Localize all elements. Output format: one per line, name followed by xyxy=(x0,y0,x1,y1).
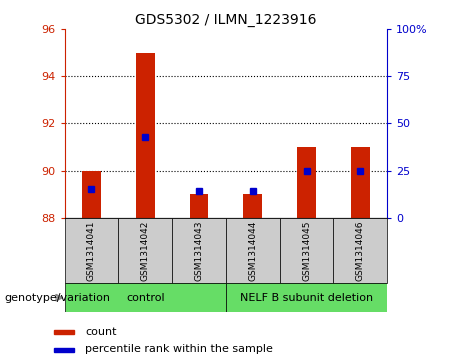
Bar xyxy=(54,330,74,334)
Bar xyxy=(189,194,208,218)
Text: GSM1314042: GSM1314042 xyxy=(141,220,150,281)
Text: count: count xyxy=(85,327,117,337)
Text: percentile rank within the sample: percentile rank within the sample xyxy=(85,344,273,354)
Bar xyxy=(297,147,316,218)
Bar xyxy=(82,171,101,218)
Bar xyxy=(243,194,262,218)
Title: GDS5302 / ILMN_1223916: GDS5302 / ILMN_1223916 xyxy=(135,13,317,26)
Text: GSM1314043: GSM1314043 xyxy=(195,220,203,281)
Text: genotype/variation: genotype/variation xyxy=(5,293,111,303)
FancyBboxPatch shape xyxy=(280,218,333,283)
Text: GSM1314044: GSM1314044 xyxy=(248,220,257,281)
Text: control: control xyxy=(126,293,165,303)
FancyBboxPatch shape xyxy=(118,218,172,283)
Text: GSM1314045: GSM1314045 xyxy=(302,220,311,281)
FancyBboxPatch shape xyxy=(226,218,280,283)
Text: GSM1314046: GSM1314046 xyxy=(356,220,365,281)
Text: NELF B subunit deletion: NELF B subunit deletion xyxy=(240,293,373,303)
FancyBboxPatch shape xyxy=(333,218,387,283)
Bar xyxy=(54,348,74,351)
Text: GSM1314041: GSM1314041 xyxy=(87,220,96,281)
Bar xyxy=(136,53,154,218)
FancyBboxPatch shape xyxy=(65,283,226,312)
FancyBboxPatch shape xyxy=(226,283,387,312)
Bar xyxy=(351,147,370,218)
FancyBboxPatch shape xyxy=(65,218,118,283)
FancyBboxPatch shape xyxy=(172,218,226,283)
